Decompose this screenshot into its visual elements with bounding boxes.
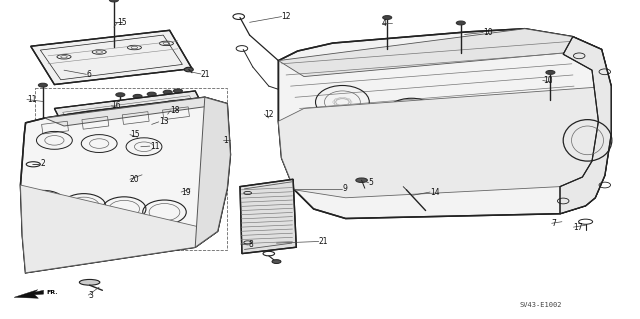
- Text: 17: 17: [573, 223, 583, 232]
- Polygon shape: [20, 97, 230, 273]
- Polygon shape: [14, 290, 44, 298]
- Text: 12: 12: [264, 110, 274, 119]
- Ellipse shape: [116, 93, 125, 97]
- Text: 21: 21: [319, 237, 328, 246]
- Text: 21: 21: [201, 70, 211, 78]
- Ellipse shape: [109, 0, 118, 2]
- Text: 12: 12: [282, 12, 291, 21]
- Text: 14: 14: [430, 188, 440, 197]
- Text: 6: 6: [86, 70, 92, 79]
- Ellipse shape: [184, 178, 196, 182]
- Text: 13: 13: [159, 117, 168, 126]
- Ellipse shape: [38, 83, 47, 87]
- Text: 9: 9: [342, 184, 348, 193]
- Text: 20: 20: [130, 175, 140, 184]
- Ellipse shape: [383, 16, 392, 19]
- Polygon shape: [278, 86, 611, 198]
- Text: 15: 15: [117, 19, 127, 27]
- Text: 11: 11: [150, 142, 159, 151]
- Text: SV43-E1002: SV43-E1002: [520, 302, 562, 308]
- Ellipse shape: [147, 92, 156, 96]
- Polygon shape: [54, 91, 216, 150]
- Ellipse shape: [173, 89, 182, 93]
- Polygon shape: [45, 97, 227, 126]
- Polygon shape: [195, 97, 230, 247]
- Text: 4: 4: [382, 19, 387, 28]
- Text: 15: 15: [130, 130, 140, 139]
- Text: 7: 7: [552, 219, 557, 228]
- Text: 11: 11: [27, 95, 36, 104]
- Text: 5: 5: [369, 178, 374, 187]
- Text: 16: 16: [111, 101, 121, 110]
- Ellipse shape: [356, 178, 367, 182]
- Polygon shape: [278, 29, 611, 219]
- Text: 10: 10: [483, 28, 493, 37]
- Polygon shape: [240, 179, 296, 254]
- Ellipse shape: [272, 260, 281, 263]
- Polygon shape: [278, 29, 602, 77]
- Ellipse shape: [456, 21, 465, 25]
- Text: 2: 2: [40, 159, 45, 168]
- Ellipse shape: [133, 94, 142, 98]
- Polygon shape: [20, 185, 218, 273]
- Text: 19: 19: [181, 188, 191, 197]
- Ellipse shape: [79, 279, 100, 285]
- Polygon shape: [560, 37, 611, 214]
- Ellipse shape: [136, 168, 148, 173]
- Text: 18: 18: [170, 106, 180, 115]
- Ellipse shape: [184, 67, 193, 72]
- Text: 1: 1: [223, 136, 227, 145]
- Ellipse shape: [163, 90, 172, 94]
- Text: FR.: FR.: [46, 290, 58, 295]
- Polygon shape: [31, 30, 192, 85]
- Text: 8: 8: [248, 241, 253, 249]
- Text: 10: 10: [543, 76, 552, 85]
- Ellipse shape: [546, 70, 555, 74]
- Text: 3: 3: [88, 291, 93, 300]
